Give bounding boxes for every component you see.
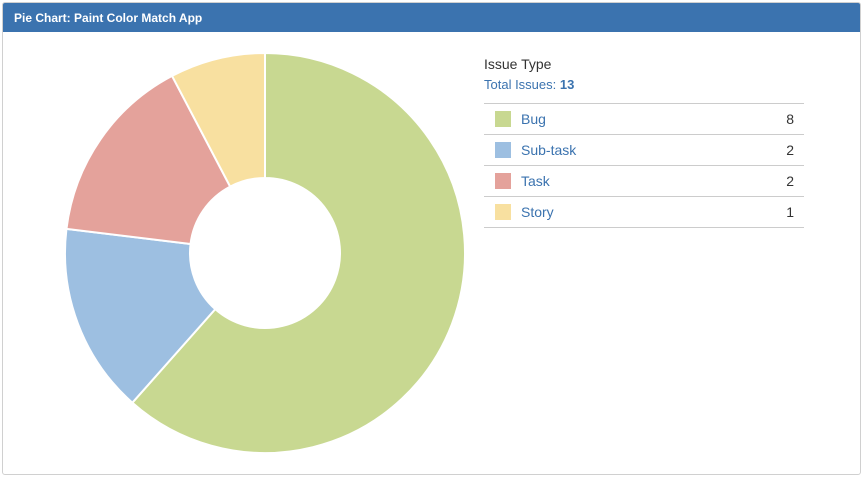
gadget-title: Pie Chart: Paint Color Match App: [14, 11, 203, 25]
legend-count: 2: [786, 173, 794, 189]
legend-link-sub-task[interactable]: Sub-task: [521, 142, 577, 158]
slice-bug[interactable]: [130, 51, 466, 454]
total-issues: Total Issues: 13: [484, 77, 804, 92]
legend-row-sub-task: Sub-task 2: [484, 135, 804, 166]
legend-link-task[interactable]: Task: [521, 173, 550, 189]
legend-link-story[interactable]: Story: [521, 204, 554, 220]
legend-row-story: Story 1: [484, 197, 804, 228]
legend-count: 1: [786, 204, 794, 220]
slice-sub-task[interactable]: [64, 227, 217, 405]
legend-link-bug[interactable]: Bug: [521, 111, 546, 127]
color-swatch: [495, 204, 511, 220]
legend-count: 8: [786, 111, 794, 127]
color-swatch: [495, 173, 511, 189]
slice-task[interactable]: [65, 74, 232, 246]
legend-rows: Bug 8 Sub-task 2 Task 2 Story 1: [484, 103, 804, 228]
pie-chart-gadget: Pie Chart: Paint Color Match App Issue T…: [2, 2, 861, 475]
gadget-header: Pie Chart: Paint Color Match App: [3, 3, 860, 32]
color-swatch: [495, 142, 511, 158]
color-swatch: [495, 111, 511, 127]
legend-row-bug: Bug 8: [484, 104, 804, 135]
legend-count: 2: [786, 142, 794, 158]
legend-row-task: Task 2: [484, 166, 804, 197]
total-label: Total Issues:: [484, 77, 557, 92]
total-value: 13: [559, 77, 575, 92]
slice-story[interactable]: [170, 51, 266, 188]
donut-chart: [64, 51, 466, 454]
legend: Issue Type Total Issues: 13 Bug 8 Sub-ta…: [484, 56, 804, 228]
legend-title: Issue Type: [484, 56, 552, 72]
